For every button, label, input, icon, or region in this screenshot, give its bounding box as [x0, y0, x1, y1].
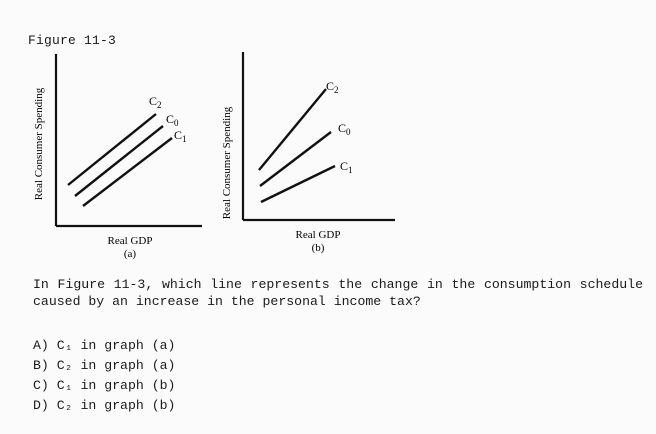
- graph-b-label-c2: C2: [326, 79, 339, 95]
- graph-a-x-label: Real GDP: [108, 235, 153, 247]
- graph-a-panel-label: (a): [124, 248, 137, 260]
- graph-a-line-c0: [74, 125, 164, 197]
- choice-d[interactable]: D) C₂ in graph (b): [33, 398, 176, 413]
- choice-c[interactable]: C) C₁ in graph (b): [33, 378, 176, 393]
- graph-a-line-c2: [67, 113, 157, 186]
- graph-b-x-label: Real GDP: [296, 229, 341, 241]
- graph-a: Real Consumer Spending C2 C0 C1 Real GDP…: [33, 54, 202, 260]
- graph-a-label-c1: C1: [174, 128, 187, 144]
- graph-b-line-c1: [260, 164, 336, 204]
- graph-b-line-c2: [258, 88, 327, 171]
- graph-b-y-label: Real Consumer Spending: [221, 106, 233, 219]
- graph-b-label-c1: C1: [340, 159, 353, 175]
- graph-a-line-c1: [82, 137, 173, 207]
- choice-b[interactable]: B) C₂ in graph (a): [33, 358, 176, 373]
- graph-a-y-label: Real Consumer Spending: [33, 87, 45, 200]
- graph-b-line-c0: [259, 131, 332, 187]
- graph-a-label-c2: C2: [149, 94, 162, 110]
- figure-title: Figure 11-3: [28, 33, 117, 48]
- graph-a-label-c0: C0: [166, 112, 179, 128]
- choice-a[interactable]: A) C₁ in graph (a): [33, 338, 176, 353]
- graph-b-panel-label: (b): [312, 242, 325, 254]
- answer-choices: A) C₁ in graph (a) B) C₂ in graph (a) C)…: [33, 336, 175, 416]
- graph-b: Real Consumer Spending C2 C0 C1 Real GDP…: [221, 52, 395, 254]
- graph-b-label-c0: C0: [338, 121, 351, 137]
- question-text: In Figure 11-3, which line represents th…: [33, 277, 643, 309]
